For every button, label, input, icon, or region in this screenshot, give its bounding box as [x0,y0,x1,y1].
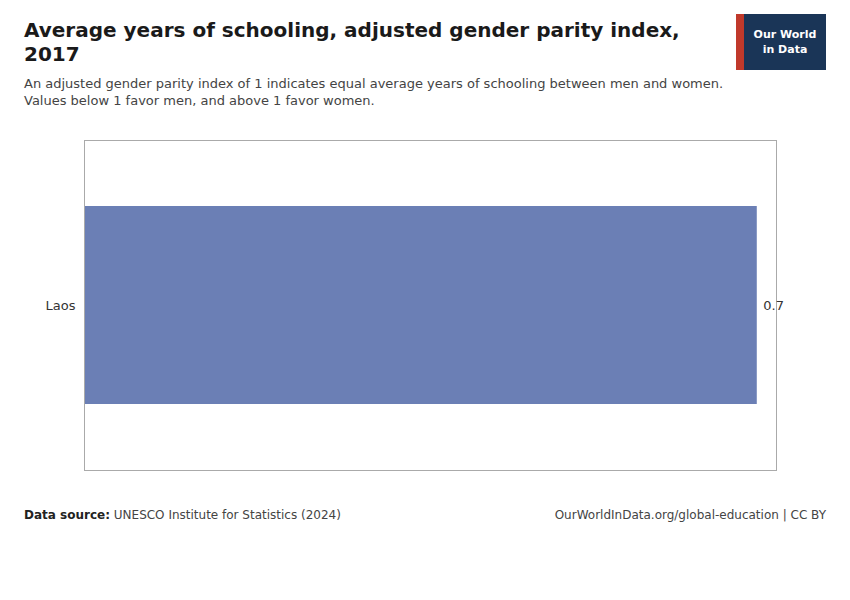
html-text:Our World: Our World [753,27,817,41]
html-text:in Data: in Data [762,43,808,56]
html-text:OurWorldInData.org/global-educ: OurWorldInData.org/global-education | CC… [554,508,826,522]
html-text:Average years of schooling, ad: Average years of schooling, adjusted gen… [24,18,680,66]
html-text:An adjusted gender parity inde: An adjusted gender parity index of 1 ind… [24,76,724,91]
svg-text:0.7: 0.7 [763,298,784,313]
html-text:Data source: UNESCO Institute: Data source: UNESCO Institute for Statis… [24,508,341,522]
html-text:Values below 1 favor men, and: Values below 1 favor men, and above 1 fa… [24,93,375,108]
svg-text:Laos: Laos [46,298,76,313]
